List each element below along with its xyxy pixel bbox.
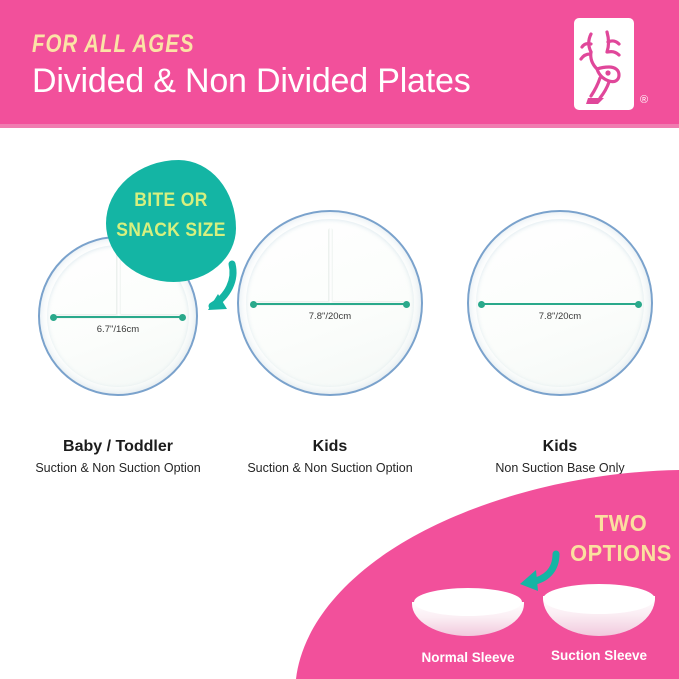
plate-graphic-kids-divided: 7.8"/20cm — [237, 210, 423, 396]
sleeve-top-surface — [414, 588, 522, 616]
plate-title: Kids — [542, 438, 578, 455]
two-options-line-2: Options — [570, 540, 672, 566]
header-eyebrow: For All Ages — [32, 30, 195, 58]
header-underline — [0, 124, 679, 128]
curved-arrow-down-left-icon — [208, 260, 237, 310]
deer-stag-head-icon — [579, 30, 621, 104]
callout-bubble: Bite or Snack Size — [106, 160, 236, 282]
plate-graphic-kids-non-divided: 7.8"/20cm — [467, 210, 653, 396]
callout-line-1: Bite or — [134, 190, 208, 211]
two-options-heading: Two Options — [559, 508, 679, 568]
plate-divider-vertical — [327, 228, 333, 303]
sleeve-label: Normal Sleeve — [421, 650, 515, 665]
measurement-line — [50, 313, 186, 321]
measurement-label: 7.8"/20cm — [538, 311, 582, 322]
page-title: Divided & Non Divided Plates — [32, 62, 471, 100]
callout-blob-shape — [106, 160, 236, 282]
sleeve-label: Suction Sleeve — [550, 648, 648, 663]
measurement-label: 6.7"/16cm — [96, 324, 140, 335]
callout-arrow — [182, 258, 242, 322]
plate-card-kids-non-divided: 7.8"/20cm Kids Non Suction Base Only — [450, 128, 670, 488]
brand-logo — [574, 18, 634, 110]
two-options-arrow — [508, 548, 562, 596]
sleeve-suction: Suction Sleeve — [543, 584, 655, 663]
plate-title: Baby / Toddler — [63, 438, 173, 455]
callout-line-2: Snack Size — [116, 220, 226, 241]
header-banner: For All Ages Divided & Non Divided Plate… — [0, 0, 679, 128]
plates-section: 6.7"/16cm Baby / Toddler Suction & Non S… — [0, 128, 679, 488]
measurement-label: 7.8"/20cm — [308, 311, 352, 322]
two-options-line-1: Two — [594, 510, 648, 536]
sleeve-top-surface — [543, 584, 655, 614]
registered-trademark-mark: ® — [640, 94, 649, 106]
sleeve-normal: Normal Sleeve — [412, 588, 524, 665]
plate-subtitle: Suction & Non Suction Option — [247, 461, 413, 475]
curved-arrow-down-left-icon — [520, 550, 560, 591]
measurement-line — [250, 300, 410, 308]
plate-divider-vertical — [115, 252, 121, 316]
plate-title: Kids — [312, 438, 348, 455]
measurement-line — [478, 300, 642, 308]
plate-subtitle: Suction & Non Suction Option — [35, 461, 201, 475]
plate-subtitle: Non Suction Base Only — [495, 461, 625, 475]
callout-text: Bite or Snack Size — [111, 186, 231, 246]
plate-card-kids-divided: 7.8"/20cm Kids Suction & Non Suction Opt… — [220, 128, 440, 488]
